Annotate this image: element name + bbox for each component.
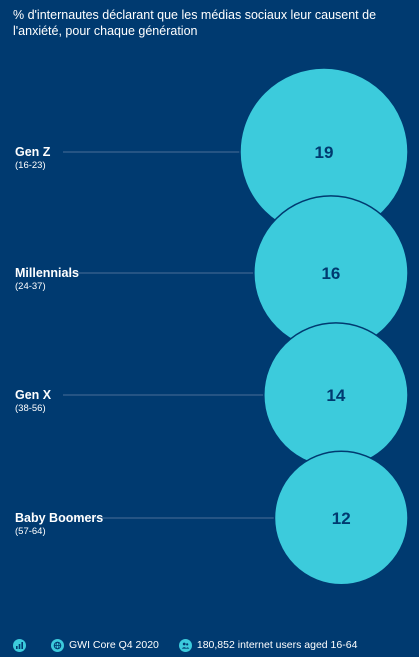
- age-range-label: (57-64): [15, 526, 46, 537]
- footer-sample: 180,852 internet users aged 16-64: [196, 639, 358, 651]
- footer-sample-item: 180,852 internet users aged 16-64: [178, 638, 358, 652]
- category-label: Gen X: [15, 388, 52, 402]
- footer: GWI Core Q4 2020 180,852 internet users …: [13, 636, 357, 654]
- chart-icon: [13, 638, 26, 652]
- value-label: 16: [321, 264, 340, 283]
- footer-chart-item: [13, 638, 31, 652]
- value-label: 12: [332, 509, 351, 528]
- bubble: [273, 450, 409, 586]
- value-label: 19: [315, 143, 334, 162]
- age-range-label: (24-37): [15, 281, 46, 292]
- people-icon: [178, 638, 192, 652]
- category-label: Millennials: [15, 266, 79, 280]
- age-range-label: (38-56): [15, 403, 46, 414]
- footer-source: GWI Core Q4 2020: [69, 639, 159, 651]
- category-label: Gen Z: [15, 145, 51, 159]
- footer-source-item: GWI Core Q4 2020: [51, 638, 159, 652]
- bubble-chart: 19 16 14 12 Gen Z(16-23) Millennials(24-37) Ge…: [15, 67, 409, 586]
- globe-icon: [51, 638, 64, 652]
- chart-title: % d'internautes déclarant que les médias…: [13, 8, 377, 38]
- age-range-label: (16-23): [15, 160, 46, 171]
- value-label: 14: [326, 386, 345, 405]
- category-label: Baby Boomers: [15, 511, 103, 525]
